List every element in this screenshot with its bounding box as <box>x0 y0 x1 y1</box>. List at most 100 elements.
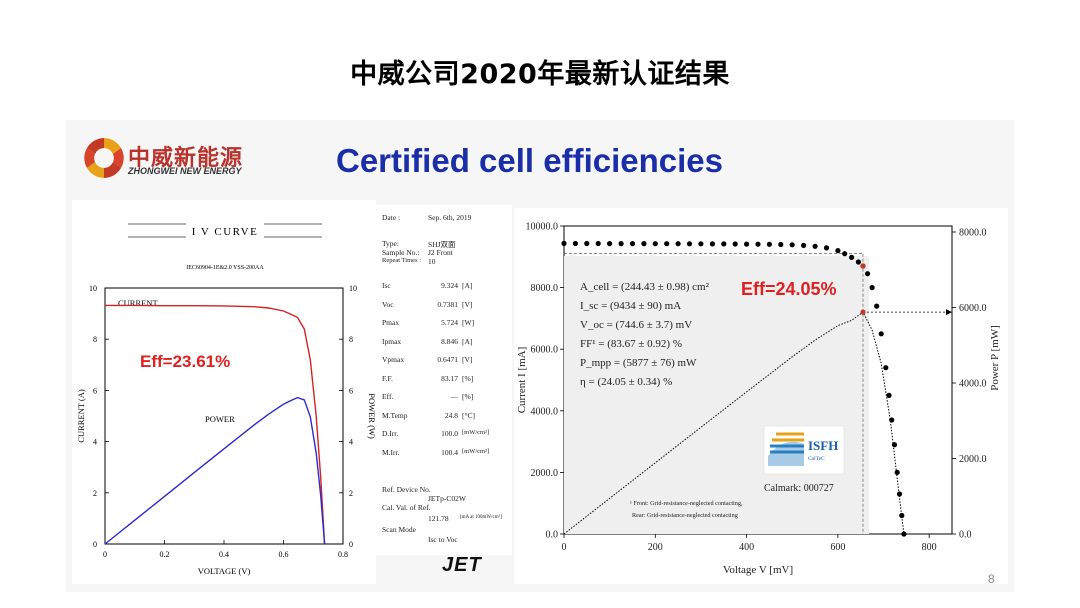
power-label: POWER <box>205 414 235 424</box>
y-tick-label-right: 2000.0 <box>959 454 987 465</box>
report-repeat-value: 10 <box>428 257 436 266</box>
y-axis-label-current: Current I [mA] <box>516 347 528 414</box>
report-row-value: 24.8 <box>444 410 458 420</box>
report-date-label: Date : <box>382 213 401 222</box>
y-tick-label-left: 8000.0 <box>531 283 559 294</box>
cell-parameter: I_sc = (9434 ± 90) mA <box>580 300 681 312</box>
current-data-point <box>709 241 715 247</box>
y-tick-label-right: 4000.0 <box>959 379 987 390</box>
power-curve <box>104 396 326 545</box>
report-row-label: Voc <box>382 299 394 309</box>
isfh-name: ISFH <box>808 438 838 453</box>
current-data-point <box>891 442 898 448</box>
current-data-point <box>849 254 855 260</box>
y-tick-label-right: 8 <box>349 335 353 344</box>
y-axis-label-right: POWER (W) <box>367 393 376 439</box>
current-data-point <box>869 285 875 291</box>
current-data-point <box>855 259 861 265</box>
x-tick-label: 400 <box>739 542 754 553</box>
y-tick-label-left: 10 <box>89 284 97 293</box>
iv-curve-header: I V CURVE <box>192 226 259 238</box>
y-tick-label-right: 0.0 <box>959 530 972 541</box>
x-tick-label: 0.6 <box>279 550 289 559</box>
current-data-point <box>766 241 772 247</box>
cell-parameter: η = (24.05 ± 0.34) % <box>580 376 672 388</box>
arrow-right-icon <box>946 309 952 316</box>
y-tick-label-right: 6000.0 <box>959 303 987 314</box>
current-data-point <box>778 241 784 248</box>
eff-label-left: Eff=23.61% <box>140 352 230 371</box>
logo-name-en: ZHONGWEI NEW ENERGY <box>128 166 242 176</box>
isfh-subname: CalTeC <box>808 456 825 462</box>
x-tick-label: 800 <box>922 542 937 553</box>
report-row-value: 9.324 <box>441 281 458 290</box>
report-ref-device-value: JETp-C02W <box>428 494 466 503</box>
report-row-value: 8.846 <box>441 336 458 346</box>
isfh-chart: 0 200 400 600 8000.02000.04000.06000.08000.0… <box>516 222 1001 577</box>
report-row-label: M.Temp <box>382 410 408 420</box>
current-data-point <box>874 303 880 309</box>
y-tick-label-right: 8000.0 <box>959 228 987 239</box>
current-data-point <box>732 241 738 247</box>
cell-parameter: V_oc = (744.6 ± 3.7) mV <box>580 319 692 331</box>
report-sample-label: Sample No.: <box>382 248 420 257</box>
y-axis-label-power: Power P [mW] <box>989 325 1001 391</box>
current-data-point <box>878 331 884 337</box>
param-box <box>564 256 869 534</box>
current-curve <box>105 304 326 545</box>
isfh-logo: ISFH CalTeC <box>763 425 845 475</box>
report-row-unit: [°C] <box>462 410 475 420</box>
report-row-value: 5.724 <box>441 318 458 327</box>
x-tick-label: 600 <box>830 542 845 553</box>
y-tick-label-left: 2 <box>93 489 97 498</box>
report-row-unit: [W] <box>462 318 475 327</box>
current-data-point <box>899 512 905 519</box>
report-scan-label: Scan Mode <box>382 525 416 534</box>
report-row-label: Pmax <box>382 318 400 327</box>
report-row-unit: [mW/cm²] <box>462 447 490 455</box>
eff-label-right: Eff=24.05% <box>741 279 837 299</box>
y-tick-label-left: 2000.0 <box>531 468 559 479</box>
report-cal-value: 121.78 <box>428 514 449 523</box>
report-row-value: 83.17 <box>441 373 458 383</box>
x-tick-label: 200 <box>648 542 663 553</box>
cell-parameter: A_cell = (244.43 ± 0.98) cm² <box>580 281 710 293</box>
report-cal-label: Cal. Val. of Ref. <box>382 503 431 512</box>
report-row-value: — <box>450 392 459 401</box>
y-tick-label-right: 0 <box>349 540 353 549</box>
y-tick-label-right: 2 <box>349 489 353 498</box>
current-data-point <box>584 240 590 247</box>
report-type-label: Type: <box>382 239 399 248</box>
y-tick-label-left: 6 <box>93 386 97 395</box>
y-tick-label-left: 10000.0 <box>526 222 559 233</box>
current-data-point <box>896 491 903 497</box>
report-row-unit: [%] <box>462 392 474 401</box>
y-tick-label-left: 4 <box>93 438 97 447</box>
current-data-point <box>664 241 670 247</box>
logo-name-cn: 中威新能源 <box>128 146 244 171</box>
sunburst-icon <box>84 138 124 178</box>
current-data-point <box>618 241 624 247</box>
report-repeat-label: Repeat Times : <box>382 257 422 264</box>
zhongwei-logo <box>84 138 124 178</box>
current-data-point <box>652 241 658 247</box>
report-cal-unit: [mA at 100mW/cm²] <box>460 515 502 520</box>
current-data-point <box>744 241 750 247</box>
current-data-point <box>721 241 727 247</box>
mpp-current-point <box>860 263 866 269</box>
y-tick-label-right: 6 <box>349 386 353 395</box>
x-tick-label: 0.4 <box>219 550 229 559</box>
calmark-label: Calmark: 000727 <box>764 483 834 494</box>
report-row-label: Eff. <box>382 392 394 401</box>
slide-title: 中威公司2020年最新认证结果 <box>350 59 730 90</box>
current-label: CURRENT <box>118 298 158 308</box>
iv-curve-chart-panel: I V CURVE IEC60904-1E&2.0 YSS-200AA CURR… <box>72 200 377 584</box>
current-data-point <box>812 243 818 249</box>
current-data-point <box>698 241 704 247</box>
cell-parameter: FF¹ = (83.67 ± 0.92) % <box>580 338 682 350</box>
report-row-unit: [mW/cm²] <box>462 429 490 436</box>
report-row-unit: [V] <box>462 355 473 364</box>
y-tick-label-left: 6000.0 <box>531 345 559 356</box>
y-tick-label-right: 10 <box>349 284 357 293</box>
report-type-value: SHJ双面 <box>428 240 456 249</box>
